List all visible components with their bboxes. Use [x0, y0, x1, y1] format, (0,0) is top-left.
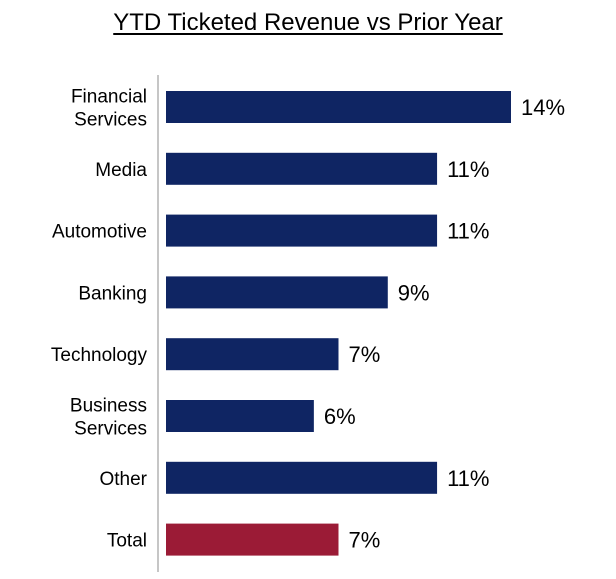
- value-label-6: 11%: [447, 466, 489, 491]
- category-label-4: Technology: [51, 345, 148, 366]
- bar-4: [166, 338, 339, 371]
- category-label-5-line-1: Services: [74, 419, 147, 440]
- value-label-1: 11%: [447, 157, 489, 182]
- value-label-2: 11%: [447, 219, 489, 244]
- value-label-3: 9%: [398, 280, 430, 305]
- category-label-7: Total: [107, 531, 147, 552]
- category-label-6: Other: [99, 469, 147, 490]
- bar-0: [166, 91, 511, 123]
- category-label-0-line-0: Financial: [71, 87, 147, 108]
- value-label-0: 14%: [521, 95, 565, 120]
- bar-7: [166, 523, 339, 556]
- category-label-3: Banking: [78, 283, 147, 304]
- bar-1: [166, 152, 438, 185]
- category-label-5-line-0: Business: [70, 396, 147, 417]
- category-label-1: Media: [95, 160, 147, 181]
- category-label-2: Automotive: [52, 222, 147, 243]
- bar-6: [166, 461, 438, 494]
- value-label-4: 7%: [349, 342, 381, 367]
- category-label-0-line-1: Services: [74, 110, 147, 131]
- bar-5: [166, 400, 314, 432]
- bar-3: [166, 276, 388, 309]
- bar-2: [166, 214, 438, 247]
- value-label-5: 6%: [324, 404, 356, 429]
- value-label-7: 7%: [349, 528, 381, 553]
- chart-title: YTD Ticketed Revenue vs Prior Year: [113, 9, 503, 36]
